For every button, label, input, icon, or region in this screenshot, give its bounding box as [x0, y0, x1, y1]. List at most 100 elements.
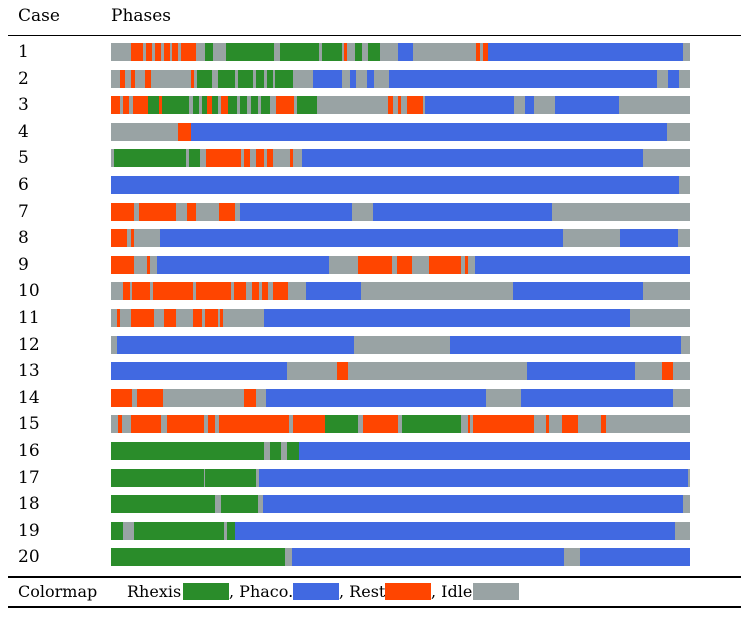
segment-idle	[673, 362, 690, 380]
segment-idle	[163, 389, 244, 407]
segment-idle	[361, 282, 513, 300]
segment-phaco	[668, 70, 679, 88]
segment-idle	[678, 229, 690, 247]
segment-rest	[133, 96, 148, 114]
segment-idle	[273, 149, 290, 167]
case-label-6: 6	[18, 175, 29, 195]
case-label-15: 15	[18, 414, 40, 434]
segment-rhexis	[355, 43, 362, 61]
case-label-5: 5	[18, 148, 29, 168]
segment-rhexis	[240, 96, 247, 114]
segment-idle	[356, 70, 367, 88]
segment-idle	[354, 336, 450, 354]
case-label-19: 19	[18, 521, 40, 541]
segment-idle	[480, 43, 483, 61]
segment-idle	[352, 203, 373, 221]
segment-rhexis	[270, 442, 281, 460]
segment-rest	[191, 70, 194, 88]
segment-idle	[215, 415, 219, 433]
segment-idle	[122, 415, 131, 433]
segment-idle	[358, 415, 363, 433]
segment-idle	[199, 96, 202, 114]
case-label-4: 4	[18, 122, 29, 142]
segment-rhexis	[256, 70, 264, 88]
segment-rhexis	[197, 70, 212, 88]
segment-idle	[264, 442, 270, 460]
phase-bar-6	[111, 176, 690, 194]
segment-rhexis	[228, 96, 237, 114]
segment-idle	[111, 149, 114, 167]
segment-rest	[546, 415, 549, 433]
segment-rest	[273, 282, 288, 300]
segment-idle	[534, 415, 546, 433]
segment-idle	[120, 309, 131, 327]
segment-idle	[679, 176, 690, 194]
segment-idle	[127, 229, 131, 247]
segment-idle	[534, 96, 555, 114]
segment-idle	[643, 149, 690, 167]
segment-idle	[270, 96, 276, 114]
segment-rest	[262, 282, 268, 300]
segment-rhexis	[261, 96, 270, 114]
segment-phaco	[425, 96, 514, 114]
segment-rest	[193, 309, 202, 327]
segment-idle	[235, 203, 240, 221]
segment-idle	[213, 43, 226, 61]
segment-idle	[202, 309, 205, 327]
segment-phaco	[259, 469, 688, 487]
segment-rest	[293, 415, 325, 433]
segment-rhexis	[275, 70, 293, 88]
segment-idle	[120, 96, 123, 114]
case-label-12: 12	[18, 335, 40, 355]
segment-phaco	[398, 43, 413, 61]
segment-idle	[178, 43, 181, 61]
segment-phaco	[450, 336, 681, 354]
phase-bar-20	[111, 548, 690, 566]
segment-rhexis	[287, 442, 299, 460]
segment-idle	[317, 96, 388, 114]
segment-idle	[150, 282, 153, 300]
segment-idle	[486, 389, 521, 407]
phase-bar-7	[111, 203, 690, 221]
segment-rest	[137, 389, 163, 407]
segment-phaco	[306, 282, 361, 300]
segment-rest	[131, 415, 161, 433]
segment-idle	[258, 96, 261, 114]
segment-rest	[131, 229, 134, 247]
segment-rhexis	[114, 149, 186, 167]
segment-rhexis	[205, 43, 213, 61]
segment-idle	[563, 229, 620, 247]
legend-text-phaco: , Phaco.	[229, 582, 294, 601]
segment-idle	[264, 70, 267, 88]
segment-rhexis	[212, 96, 218, 114]
segment-rhexis	[251, 96, 258, 114]
segment-idle	[293, 70, 313, 88]
segment-rest	[468, 415, 470, 433]
segment-rhexis	[238, 70, 253, 88]
segment-idle	[111, 123, 178, 141]
segment-idle	[578, 415, 601, 433]
segment-rest	[159, 96, 162, 114]
phase-bar-3	[111, 96, 690, 114]
case-label-14: 14	[18, 388, 40, 408]
segment-rest	[256, 149, 264, 167]
segment-idle	[347, 43, 355, 61]
segment-idle	[224, 522, 227, 540]
segment-rest	[111, 389, 132, 407]
segment-idle	[362, 43, 368, 61]
segment-idle	[237, 96, 240, 114]
segment-idle	[673, 389, 690, 407]
segment-idle	[125, 70, 131, 88]
segment-rest	[219, 203, 235, 221]
segment-idle	[161, 43, 164, 61]
segment-rest	[111, 96, 120, 114]
phase-bar-9	[111, 256, 690, 274]
segment-rhexis	[205, 469, 256, 487]
top-rule	[8, 35, 741, 36]
segment-idle	[287, 362, 337, 380]
segment-rest	[123, 282, 130, 300]
segment-idle	[413, 43, 476, 61]
segment-idle	[268, 282, 273, 300]
segment-idle	[134, 256, 147, 274]
segment-rest	[120, 70, 125, 88]
